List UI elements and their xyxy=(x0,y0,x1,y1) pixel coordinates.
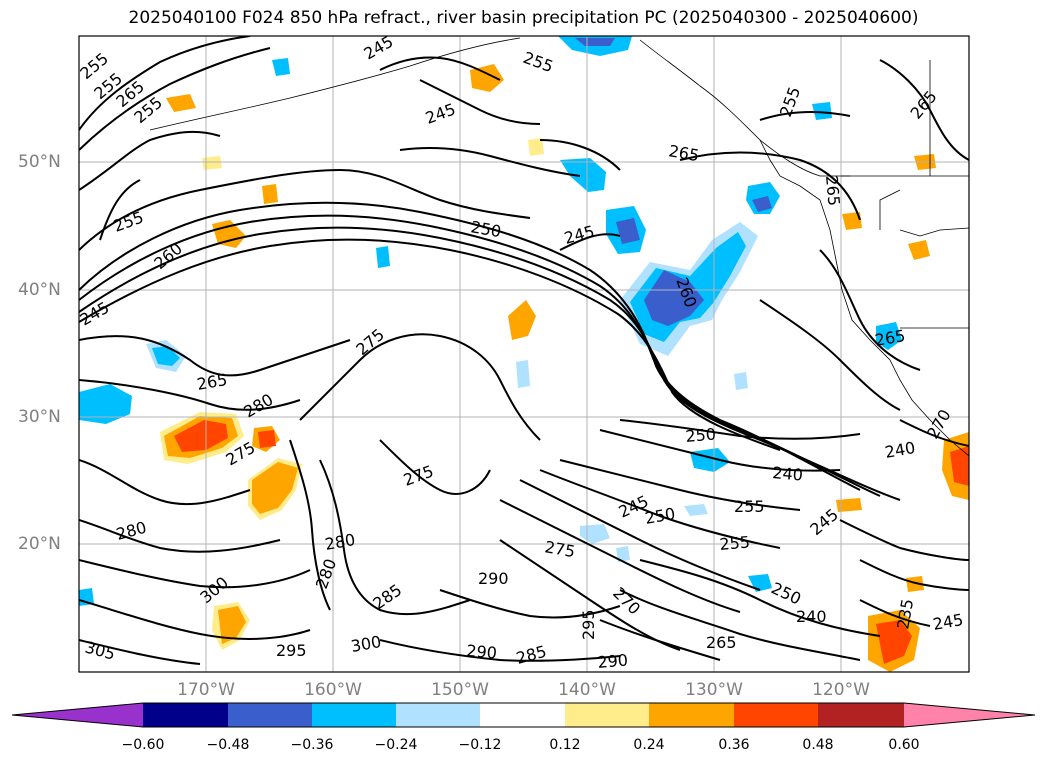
colorbar-segment xyxy=(649,703,735,727)
longitude-label: 120°W xyxy=(812,680,870,700)
map-title: 2025040100 F024 850 hPa refract., river … xyxy=(128,8,919,28)
graticule-lines xyxy=(79,36,969,672)
contour-label: 255 xyxy=(734,497,765,516)
longitude-label: 140°W xyxy=(558,680,616,700)
colorbar-tick-label: 0.36 xyxy=(718,737,750,753)
colorbar-tick-label: −0.60 xyxy=(121,737,165,753)
precipitation-shading xyxy=(79,36,969,672)
map-frame xyxy=(78,35,970,673)
contour-label: 290 xyxy=(597,650,629,672)
colorbar-segment xyxy=(396,703,481,727)
colorbar-tick-label: 0.60 xyxy=(888,737,920,753)
contour-label: 265 xyxy=(706,633,737,652)
contour-label: 290 xyxy=(466,641,498,663)
colorbar-segment xyxy=(818,703,904,727)
latitude-label: 20°N xyxy=(18,534,61,554)
colorbar-segment xyxy=(12,703,143,727)
colorbar-tick-label: −0.48 xyxy=(206,737,250,753)
colorbar-segment xyxy=(734,703,819,727)
contour-label: 295 xyxy=(276,641,307,660)
colorbar-segment xyxy=(565,703,650,727)
longitude-label: 160°W xyxy=(304,680,362,700)
colorbar-tick-label: −0.36 xyxy=(290,737,334,753)
contour-label: 240 xyxy=(772,463,804,485)
colorbar-segment xyxy=(143,703,229,727)
colorbar-segment xyxy=(904,703,1035,727)
colorbar-segment xyxy=(228,703,313,727)
latitude-label: 40°N xyxy=(18,280,61,300)
longitude-label: 150°W xyxy=(431,680,489,700)
latitude-label: 50°N xyxy=(18,152,61,172)
colorbar-tick-label: −0.12 xyxy=(458,737,502,753)
colorbar xyxy=(11,702,1036,728)
longitude-label: 170°W xyxy=(177,680,235,700)
latitude-label: 30°N xyxy=(18,407,61,427)
map-plot-area: 255 255 245 255 265 255 265 255 260 245 … xyxy=(79,36,969,672)
contour-label: 295 xyxy=(579,609,598,640)
refractivity-contours xyxy=(79,36,969,665)
contour-label: 255 xyxy=(719,532,751,554)
colorbar-tick-label: 0.12 xyxy=(549,737,581,753)
contour-label: 290 xyxy=(478,569,509,588)
colorbar-tick-label: 0.48 xyxy=(802,737,834,753)
contour-label: 265 xyxy=(822,175,844,207)
colorbar-segment xyxy=(312,703,397,727)
coastlines xyxy=(149,37,969,457)
longitude-label: 130°W xyxy=(685,680,743,700)
colorbar-tick-label: −0.24 xyxy=(374,737,418,753)
contour-label: 240 xyxy=(796,607,827,626)
colorbar-segment xyxy=(480,703,566,727)
contour-label: 250 xyxy=(685,424,717,446)
colorbar-tick-label: 0.24 xyxy=(633,737,665,753)
